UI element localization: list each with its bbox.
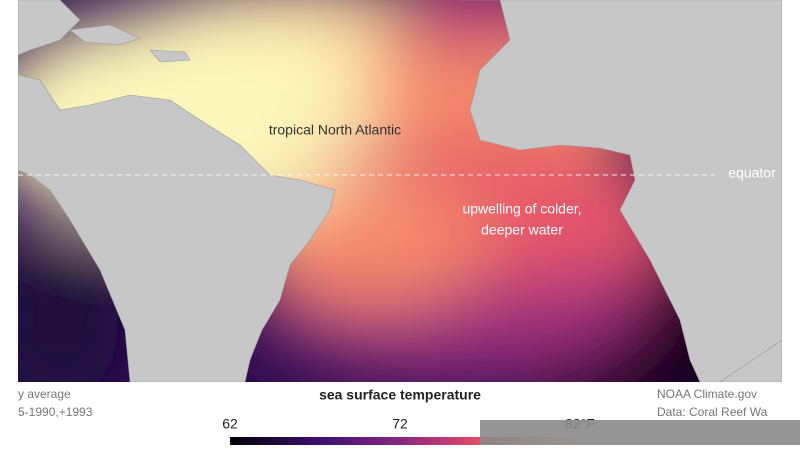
colorbar-title: sea surface temperature [319,387,481,403]
colorbar [230,437,580,445]
land [18,0,782,382]
colorbar-tick: 62 [222,416,238,432]
footer-left: y average [18,387,71,401]
map [18,0,782,382]
footer-right: Data: Coral Reef Wa [657,405,768,419]
upwelling-label: upwelling of colder, [462,201,581,217]
equator-label: equator [728,165,776,181]
region-label: tropical North Atlantic [269,122,401,138]
caption-overlay [480,420,800,445]
colorbar-tick: 72 [392,416,408,432]
footer-left: 5-1990,+1993 [18,405,93,419]
upwelling-label: deeper water [481,222,563,238]
footer-right: NOAA Climate.gov [657,387,757,401]
